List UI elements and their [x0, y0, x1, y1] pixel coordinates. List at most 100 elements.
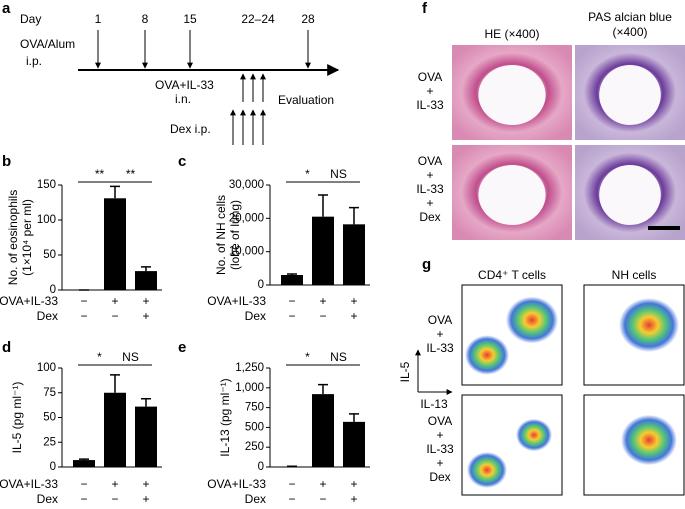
- y-tick-label: 50: [43, 412, 56, 424]
- significance-label: NS: [122, 350, 139, 364]
- y-axis-label: (lobe of lung): [228, 200, 242, 270]
- y-axis-label: IL-13 (pg ml⁻¹): [218, 378, 232, 456]
- y-tick-label: 100: [37, 214, 56, 226]
- micrograph: [575, 145, 685, 240]
- micrograph: [575, 45, 685, 140]
- row-label: +: [436, 456, 443, 470]
- condition-mark: −: [319, 492, 326, 506]
- bar: [343, 224, 365, 285]
- y-tick-label: 0: [258, 279, 264, 291]
- condition-mark: +: [142, 294, 149, 308]
- error-bar: [141, 266, 151, 272]
- row-label: IL-33: [426, 341, 454, 355]
- y-tick-label: 250: [245, 441, 264, 453]
- panel-label: d: [2, 339, 11, 356]
- bar: [104, 198, 126, 290]
- error-bar: [79, 458, 89, 461]
- route: i.p.: [26, 54, 42, 68]
- bar: [73, 460, 95, 467]
- y-axis-label: No. of NH cells: [214, 195, 228, 275]
- y-tick-label: 10,000: [229, 246, 264, 258]
- error-bar: [110, 185, 120, 199]
- row-label: +: [426, 84, 433, 98]
- y-axis-label: (1×10⁴ per ml): [20, 199, 34, 276]
- condition-name: Dex: [245, 309, 266, 323]
- condition-name: OVA+IL-33: [0, 294, 58, 308]
- y-axis-label: IL-5 (pg ml⁻¹): [10, 382, 24, 454]
- treatment: Dex i.p.: [170, 122, 211, 136]
- y-tick-label: 75: [43, 387, 56, 399]
- day: 1: [95, 12, 102, 26]
- bar: [312, 216, 334, 285]
- day: 22–24: [241, 12, 275, 26]
- density: [516, 418, 552, 452]
- flow-plot: [461, 394, 563, 496]
- error-bar: [349, 413, 359, 422]
- y-tick-label: 1,000: [235, 382, 264, 394]
- challenge: OVA+IL-33: [155, 78, 214, 92]
- day: 15: [183, 12, 197, 26]
- y-tick-label: 0: [50, 461, 56, 473]
- micrograph: [452, 45, 572, 140]
- condition-name: Dex: [37, 309, 58, 323]
- row-label: IL-33: [416, 182, 444, 196]
- significance-label: NS: [330, 350, 347, 364]
- condition-mark: −: [288, 477, 295, 491]
- condition-mark: +: [319, 294, 326, 308]
- row-label: OVA: [428, 313, 452, 327]
- y-tick-label: 150: [37, 179, 56, 191]
- y-tick-label: 500: [245, 421, 264, 433]
- y-tick-label: 0: [258, 461, 264, 473]
- condition-mark: −: [288, 309, 295, 323]
- condition-mark: +: [350, 309, 357, 323]
- day-label: Day: [20, 12, 41, 26]
- y-axis-label: IL-5: [398, 361, 412, 382]
- flow-plot: [583, 284, 685, 386]
- day: 28: [301, 12, 315, 26]
- density: [506, 296, 558, 344]
- panel-label: a: [2, 0, 11, 17]
- significance-label: *: [305, 350, 310, 364]
- condition-mark: −: [111, 309, 118, 323]
- bar: [312, 394, 334, 467]
- condition-mark: −: [288, 294, 295, 308]
- row-label: OVA: [418, 154, 442, 168]
- condition-mark: +: [111, 294, 118, 308]
- column-header: HE (×400): [484, 27, 539, 41]
- row-label: +: [426, 168, 433, 182]
- flow-plot: [461, 284, 563, 386]
- y-tick-label: 30,000: [229, 179, 264, 191]
- row-label: +: [436, 428, 443, 442]
- panel-label: b: [2, 153, 11, 170]
- significance-label: **: [126, 167, 136, 181]
- y-tick-label: 1,250: [235, 362, 264, 374]
- condition-mark: +: [319, 477, 326, 491]
- panel-label: e: [178, 339, 186, 356]
- scale-bar: [648, 226, 680, 230]
- evaluation: Evaluation: [278, 93, 334, 107]
- y-tick-label: 50: [43, 249, 56, 261]
- error-bar: [110, 374, 120, 393]
- condition-mark: +: [142, 477, 149, 491]
- sensitization: OVA/Alum: [20, 37, 75, 51]
- y-axis-label: No. of eosinophils: [6, 190, 20, 285]
- y-tick-label: 20,000: [229, 212, 264, 224]
- lumen: [478, 165, 546, 225]
- condition-mark: +: [350, 477, 357, 491]
- significance-label: *: [97, 350, 102, 364]
- condition-mark: −: [319, 309, 326, 323]
- bar: [281, 275, 303, 285]
- condition-mark: −: [111, 492, 118, 506]
- condition-mark: +: [142, 309, 149, 323]
- panel-label: c: [178, 153, 186, 170]
- row-label: IL-33: [416, 98, 444, 112]
- error-bar: [141, 397, 151, 407]
- panel-label: g: [422, 256, 431, 273]
- bar: [343, 421, 365, 467]
- condition-name: OVA+IL-33: [207, 477, 266, 491]
- column-header: (×400): [612, 25, 647, 39]
- density: [465, 335, 509, 375]
- lumen: [599, 165, 661, 225]
- y-tick-label: 100: [37, 362, 56, 374]
